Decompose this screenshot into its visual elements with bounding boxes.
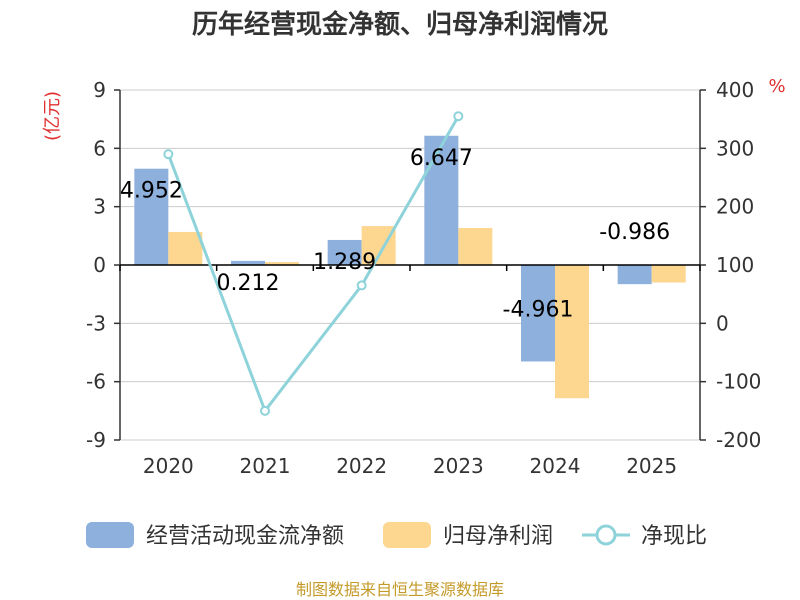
ratio-series-line	[166, 115, 460, 414]
cashflow-value-label-2023: 6.647	[410, 146, 473, 171]
cashflow-value-label-2020: 4.952	[120, 179, 183, 204]
x-tick-label-2023: 2023	[433, 454, 484, 478]
cashflow-bar-2023	[424, 135, 459, 265]
right-tick-label: 300	[716, 136, 754, 160]
legend-item-cashflow[interactable]: 经营活动现金流净额	[86, 522, 344, 549]
ratio-point-2022	[356, 280, 367, 291]
legend-item-netprofit[interactable]: 归母净利润	[383, 522, 553, 549]
left-tick-label: 0	[93, 253, 106, 277]
right-tick-label: -200	[716, 428, 761, 452]
source-note: 制图数据来自恒生聚源数据库	[296, 580, 504, 599]
legend-label-ratio: 净现比	[641, 524, 707, 549]
cashflow-value-label-2025: -0.986	[599, 220, 670, 245]
x-tick-label-2022: 2022	[336, 454, 387, 478]
right-axis-unit: %	[768, 76, 785, 97]
x-tick-label-2024: 2024	[530, 454, 581, 478]
left-tick-label: -6	[86, 370, 106, 394]
cashflow-bar-2024	[521, 265, 555, 362]
cashflow-bar-2025	[617, 265, 652, 285]
axes: 9 6 3 0 -3 -6 -9 400 300 200 100 0 -100 -200 2020 2021 2…	[86, 78, 761, 478]
left-tick-label: 9	[93, 78, 106, 102]
netprofit-bar-2023	[458, 228, 493, 265]
data-labels: 4.952 0.212 1.289 6.647 -4.961 -0.986	[120, 146, 670, 323]
legend[interactable]: 经营活动现金流净额 归母净利润 净现比	[86, 522, 707, 549]
right-tick-label: 0	[716, 311, 729, 335]
left-axis-unit: (亿元)	[42, 91, 63, 141]
ratio-line	[163, 111, 464, 416]
legend-label-cashflow: 经营活动现金流净额	[146, 524, 344, 549]
left-tick-label: -9	[86, 428, 106, 452]
legend-swatch-cashflow	[86, 522, 134, 548]
left-tick-label: 3	[93, 195, 106, 219]
legend-item-ratio[interactable]: 净现比	[582, 524, 707, 549]
ratio-point-2020	[163, 149, 174, 160]
legend-marker-ratio	[595, 524, 617, 546]
cashflow-value-label-2021: 0.212	[217, 271, 280, 296]
chart-title: 历年经营现金净额、归母净利润情况	[192, 9, 608, 40]
cashflow-bar-2020	[134, 168, 169, 265]
netprofit-bar-2020	[168, 231, 203, 265]
netprofit-bar-2025	[651, 265, 686, 283]
right-tick-label: 100	[716, 253, 754, 277]
legend-label-netprofit: 归母净利润	[443, 524, 553, 549]
netprofit-bar-2021	[265, 262, 299, 265]
ratio-point-2023	[453, 111, 464, 122]
cashflow-value-label-2024: -4.961	[503, 297, 574, 322]
right-tick-label: -100	[716, 370, 761, 394]
legend-swatch-netprofit	[383, 522, 431, 548]
ratio-point-2021	[260, 405, 270, 416]
x-tick-label-2021: 2021	[240, 454, 291, 478]
left-tick-label: 6	[93, 136, 106, 160]
x-tick-label-2020: 2020	[143, 454, 194, 478]
cashflow-bar-2022	[327, 239, 362, 265]
cashflow-bar-2021	[231, 260, 265, 265]
right-tick-label: 400	[716, 78, 754, 102]
cashflow-value-label-2022: 1.289	[313, 250, 376, 275]
bars	[134, 135, 686, 399]
right-tick-label: 200	[716, 195, 754, 219]
netprofit-bar-2024	[555, 265, 589, 399]
x-tick-label-2025: 2025	[626, 454, 677, 478]
left-tick-label: -3	[86, 311, 106, 335]
